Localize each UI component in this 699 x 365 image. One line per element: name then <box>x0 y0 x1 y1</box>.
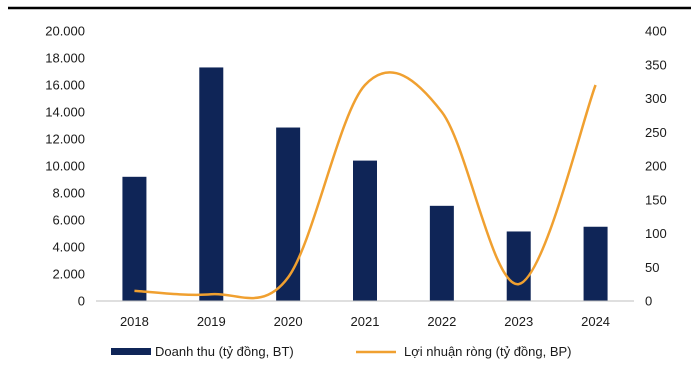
left-axis-ticks: 0 2.000 4.000 6.000 8.000 10.000 12.000 14.000 1… <box>45 24 85 309</box>
right-axis-ticks: 0 50 100 150 200 250 300 350 400 <box>645 24 667 309</box>
revenue-bars <box>122 67 608 302</box>
left-tick-label: 8.000 <box>52 186 85 201</box>
left-tick-label: 6.000 <box>52 213 85 228</box>
left-tick-label: 18.000 <box>45 51 85 66</box>
x-tick-label: 2021 <box>351 314 380 329</box>
right-tick-label: 250 <box>645 125 667 140</box>
left-tick-label: 10.000 <box>45 159 85 174</box>
right-tick-label: 400 <box>645 24 667 39</box>
right-tick-label: 200 <box>645 159 667 174</box>
legend-swatch-revenue <box>111 348 151 355</box>
legend-label-revenue: Doanh thu (tỷ đồng, BT) <box>155 344 294 359</box>
left-tick-label: 20.000 <box>45 24 85 39</box>
x-tick-label: 2020 <box>274 314 303 329</box>
left-tick-label: 2.000 <box>52 267 85 282</box>
revenue-bar <box>506 231 531 301</box>
right-tick-label: 300 <box>645 91 667 106</box>
revenue-bar <box>583 226 608 301</box>
legend-label-profit: Lợi nhuận ròng (tỷ đồng, BP) <box>404 344 572 359</box>
x-tick-label: 2019 <box>197 314 226 329</box>
x-tick-label: 2023 <box>504 314 533 329</box>
left-tick-label: 4.000 <box>52 240 85 255</box>
revenue-bar <box>199 67 224 301</box>
revenue-bar <box>429 205 454 301</box>
left-tick-label: 12.000 <box>45 132 85 147</box>
left-tick-label: 16.000 <box>45 78 85 93</box>
right-tick-label: 350 <box>645 57 667 72</box>
profit-line-series <box>134 71 597 300</box>
x-axis-labels: 2018 2019 2020 2021 2022 2023 2024 <box>120 314 610 329</box>
revenue-bar <box>276 127 301 302</box>
left-tick-label: 0 <box>78 294 85 309</box>
right-tick-label: 100 <box>645 226 667 241</box>
right-tick-label: 0 <box>645 294 652 309</box>
revenue-bar <box>122 176 147 301</box>
left-tick-label: 14.000 <box>45 105 85 120</box>
x-tick-label: 2024 <box>581 314 610 329</box>
right-tick-label: 150 <box>645 192 667 207</box>
revenue-bar <box>353 160 377 301</box>
right-tick-label: 50 <box>645 260 659 275</box>
legend: Doanh thu (tỷ đồng, BT) Lợi nhuận ròng (… <box>111 344 572 359</box>
x-tick-label: 2018 <box>120 314 149 329</box>
x-tick-label: 2022 <box>427 314 456 329</box>
